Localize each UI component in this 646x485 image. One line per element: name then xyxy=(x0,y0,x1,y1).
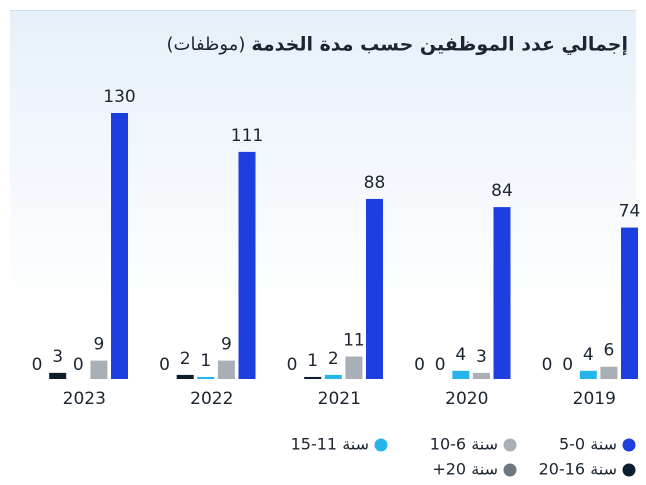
value-label: 88 xyxy=(364,173,386,193)
bar xyxy=(217,360,235,379)
chart-title-unit: (موظفات) xyxy=(167,34,246,55)
value-label: 3 xyxy=(52,347,63,367)
bar xyxy=(49,372,67,379)
bar xyxy=(345,356,363,379)
value-label: 111 xyxy=(231,126,263,146)
bar xyxy=(90,360,108,379)
value-label: 84 xyxy=(491,181,513,201)
value-label: 0 xyxy=(159,355,170,375)
x-tick-label: 2023 xyxy=(63,389,106,409)
value-label: 0 xyxy=(32,355,43,375)
bar xyxy=(472,372,490,379)
bar xyxy=(366,198,383,379)
value-label: 9 xyxy=(93,335,104,355)
bar xyxy=(304,376,322,379)
legend-swatch xyxy=(374,438,388,452)
value-label: 11 xyxy=(343,330,365,350)
bar xyxy=(238,151,256,379)
value-label: 9 xyxy=(221,335,232,355)
bar xyxy=(197,376,215,379)
value-label: 0 xyxy=(562,355,573,375)
bar xyxy=(176,374,194,379)
legend-swatch xyxy=(622,438,636,452)
x-tick-label: 2021 xyxy=(318,389,361,409)
legend-label: +20 سنة xyxy=(432,460,498,479)
value-label: 0 xyxy=(435,355,446,375)
bar xyxy=(600,366,618,379)
bar xyxy=(579,370,597,379)
value-label: 6 xyxy=(603,341,614,361)
legend-label: 20-16 سنة xyxy=(539,460,617,479)
value-label: 74 xyxy=(619,202,641,222)
value-label: 1 xyxy=(200,351,211,371)
legend-label: 15-11 سنة xyxy=(291,435,369,454)
value-label: 1 xyxy=(307,351,318,371)
legend-label: 5-0 سنة xyxy=(559,435,617,454)
legend-label: 10-6 سنة xyxy=(430,435,498,454)
value-label: 2 xyxy=(180,349,191,369)
x-tick-label: 2022 xyxy=(190,389,233,409)
value-label: 130 xyxy=(103,87,135,107)
bar xyxy=(493,207,511,379)
bar xyxy=(621,227,638,379)
bar xyxy=(111,113,128,379)
value-label: 2 xyxy=(328,349,339,369)
value-label: 0 xyxy=(414,355,425,375)
value-label: 4 xyxy=(583,345,594,365)
chart-title: إجمالي عدد الموظفين حسب مدة الخدمة xyxy=(251,34,628,56)
value-label: 3 xyxy=(476,347,487,367)
x-tick-label: 2019 xyxy=(573,389,616,409)
value-label: 4 xyxy=(455,345,466,365)
bar xyxy=(452,370,470,379)
legend-swatch xyxy=(503,463,517,477)
legend-swatch xyxy=(622,463,636,477)
value-label: 0 xyxy=(73,355,84,375)
bar xyxy=(324,374,342,379)
legend-swatch xyxy=(503,438,517,452)
value-label: 0 xyxy=(287,355,298,375)
value-label: 0 xyxy=(542,355,553,375)
x-tick-label: 2020 xyxy=(445,389,488,409)
